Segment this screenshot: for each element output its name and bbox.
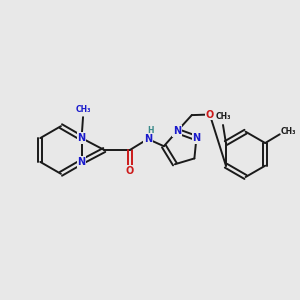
Text: CH₃: CH₃ <box>281 127 296 136</box>
Text: N: N <box>77 157 86 167</box>
Text: CH₃: CH₃ <box>75 104 91 113</box>
Text: N: N <box>173 126 181 136</box>
Text: O: O <box>206 110 214 119</box>
Text: N: N <box>144 134 152 144</box>
Text: H: H <box>147 126 153 135</box>
Text: N: N <box>192 133 200 143</box>
Text: O: O <box>126 166 134 176</box>
Text: N: N <box>77 133 86 143</box>
Text: CH₃: CH₃ <box>215 112 231 122</box>
